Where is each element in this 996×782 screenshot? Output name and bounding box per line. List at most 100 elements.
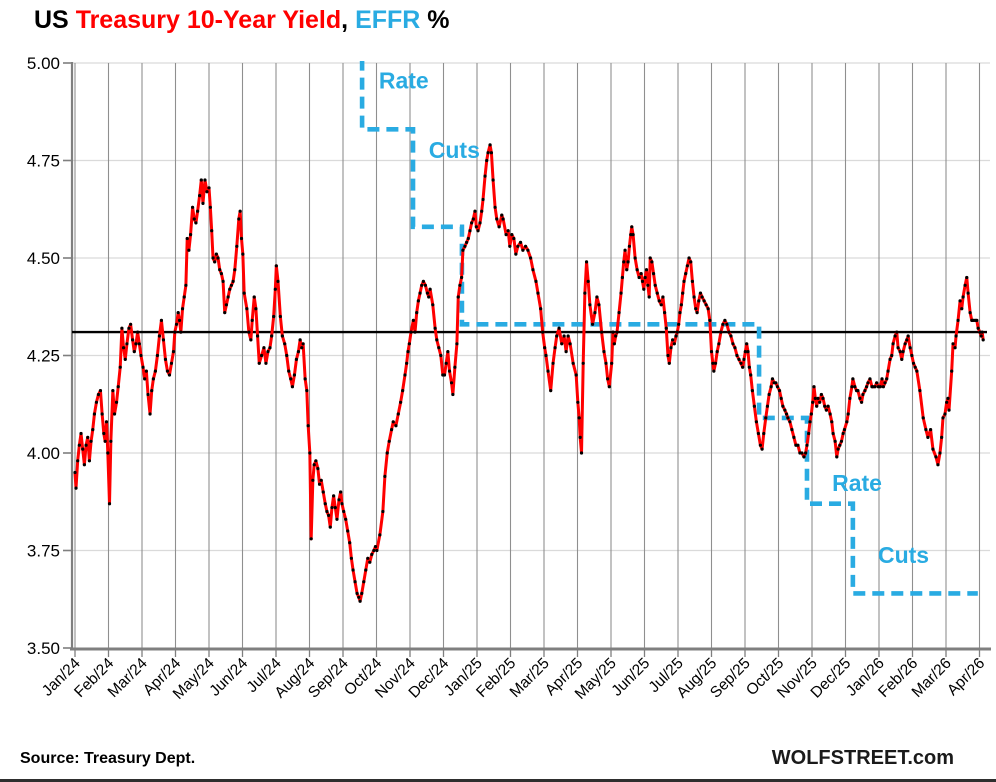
- data-point-marker: [296, 350, 301, 354]
- data-point-marker: [626, 260, 630, 264]
- data-point-marker: [226, 295, 230, 299]
- data-point-marker: [285, 353, 289, 358]
- data-point-marker: [358, 599, 362, 603]
- data-point-marker: [146, 392, 150, 397]
- data-point-marker: [333, 506, 337, 510]
- data-point-marker: [208, 205, 212, 209]
- data-point-marker: [339, 490, 343, 494]
- data-point-marker: [590, 322, 595, 326]
- data-point-marker: [851, 377, 855, 381]
- data-point-marker: [489, 151, 494, 155]
- title-effr: EFFR: [355, 6, 421, 34]
- data-point-marker: [908, 346, 912, 350]
- data-point-marker: [421, 279, 425, 283]
- data-point-marker: [911, 361, 916, 365]
- data-point-marker: [187, 248, 191, 252]
- data-point-marker: [298, 338, 302, 342]
- data-point-marker: [453, 365, 457, 369]
- bottom-edge-bar: [0, 779, 996, 782]
- data-point-marker: [216, 256, 220, 260]
- data-point-marker: [137, 342, 141, 346]
- data-point-marker: [213, 260, 217, 264]
- data-point-marker: [73, 470, 77, 475]
- data-point-marker: [264, 361, 268, 365]
- data-point-marker: [913, 365, 917, 369]
- data-point-marker: [606, 377, 610, 381]
- data-point-marker: [648, 256, 652, 260]
- data-point-marker: [459, 275, 464, 280]
- data-point-marker: [689, 260, 693, 264]
- data-point-marker: [883, 381, 887, 385]
- data-point-marker: [818, 400, 822, 404]
- data-point-marker: [781, 404, 785, 408]
- data-point-marker: [254, 307, 258, 311]
- data-point-marker: [536, 291, 540, 295]
- data-point-marker: [207, 186, 211, 190]
- data-point-marker: [936, 463, 940, 467]
- data-point-marker: [368, 560, 372, 564]
- data-point-marker: [659, 303, 663, 307]
- data-point-marker: [255, 334, 260, 338]
- data-point-marker: [690, 279, 695, 283]
- data-point-marker: [979, 334, 983, 338]
- data-point-marker: [644, 268, 649, 272]
- data-point-marker: [821, 396, 825, 400]
- data-point-marker: [631, 233, 635, 237]
- data-point-marker: [661, 295, 665, 299]
- data-point-marker: [963, 283, 967, 287]
- data-point-marker: [571, 361, 575, 365]
- data-point-marker: [348, 541, 352, 545]
- data-point-marker: [931, 447, 935, 451]
- data-point-marker: [721, 322, 725, 326]
- data-point-marker: [737, 357, 741, 361]
- data-point-marker: [868, 377, 872, 381]
- data-point-marker: [562, 334, 566, 338]
- data-point-marker: [833, 439, 837, 443]
- data-point-marker: [775, 385, 780, 389]
- data-point-marker: [405, 361, 409, 365]
- data-point-marker: [466, 236, 470, 241]
- data-point-marker: [107, 502, 112, 506]
- data-point-marker: [161, 338, 166, 342]
- data-point-marker: [340, 502, 344, 506]
- data-point-marker: [416, 299, 420, 303]
- data-point-marker: [312, 463, 316, 467]
- data-point-marker: [330, 506, 334, 510]
- data-point-marker: [495, 217, 499, 221]
- data-point-marker: [859, 400, 864, 404]
- data-point-marker: [865, 385, 869, 389]
- data-point-marker: [201, 201, 205, 205]
- data-point-marker: [210, 229, 214, 233]
- data-point-marker: [719, 330, 723, 334]
- data-point-marker: [185, 236, 189, 241]
- data-point-marker: [900, 357, 904, 361]
- data-point-marker: [523, 244, 528, 248]
- data-point-marker: [526, 248, 530, 252]
- data-point-marker: [940, 435, 944, 439]
- data-point-marker: [319, 478, 323, 482]
- data-point-marker: [418, 291, 422, 295]
- data-point-marker: [581, 361, 585, 365]
- data-point-marker: [96, 392, 101, 397]
- data-point-marker: [906, 334, 910, 338]
- data-point-marker: [706, 307, 710, 311]
- data-point-marker: [501, 217, 505, 221]
- data-point-marker: [831, 431, 835, 436]
- data-point-marker: [679, 303, 683, 307]
- data-point-marker: [841, 431, 845, 436]
- data-point-marker: [131, 338, 135, 342]
- data-point-marker: [978, 330, 982, 334]
- data-point-marker: [182, 295, 186, 299]
- data-point-marker: [885, 377, 889, 381]
- data-point-marker: [739, 361, 743, 365]
- data-point-marker: [976, 326, 980, 330]
- data-point-marker: [557, 326, 561, 330]
- data-point-marker: [190, 205, 195, 209]
- data-point-marker: [675, 330, 679, 334]
- data-point-marker: [921, 416, 925, 420]
- chart-title: US Treasury 10-Year Yield, EFFR %: [34, 6, 450, 35]
- data-point-marker: [471, 217, 475, 221]
- data-point-marker: [270, 334, 274, 338]
- data-point-marker: [102, 431, 106, 436]
